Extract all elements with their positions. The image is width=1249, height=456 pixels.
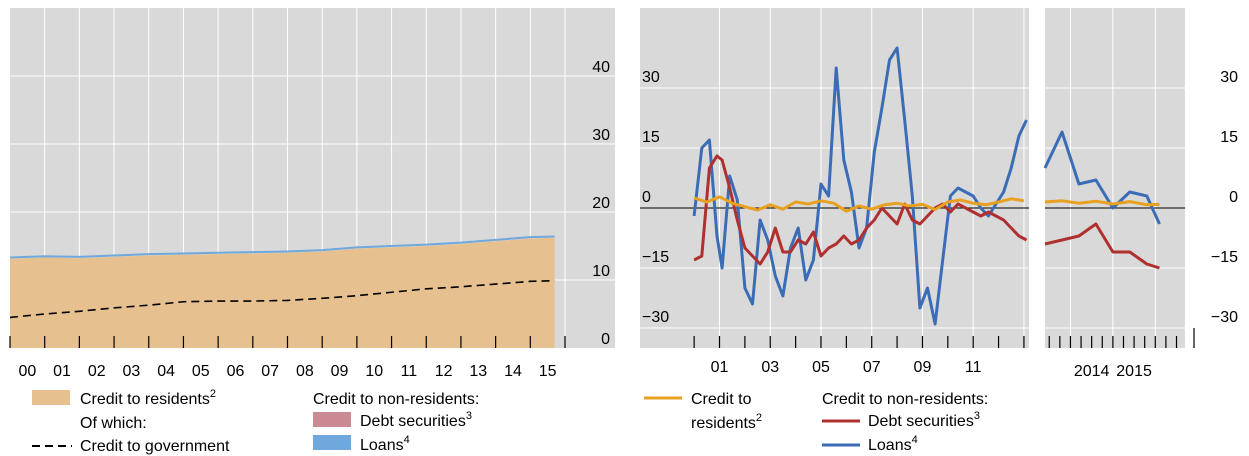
y-tick-label: 0	[642, 189, 651, 206]
y-tick-label: 15	[1220, 129, 1238, 146]
y-tick-label: 10	[592, 263, 610, 280]
x-tick-label: 11	[965, 359, 982, 376]
y-tick-label: 15	[642, 129, 660, 146]
plot-background	[640, 8, 1029, 348]
line-debt-securities	[1044, 222, 1160, 270]
line-credit-to-residents	[693, 195, 1025, 213]
legend-label-nonres-header-right: Credit to non-residents:	[822, 391, 988, 408]
legend-label-debt: Debt securities3	[360, 410, 472, 430]
x-tick-label: 02	[88, 363, 106, 380]
legend-label-residents-2: residents2	[691, 412, 762, 432]
y-tick-label: 30	[1220, 69, 1238, 86]
x-tick-label: 05	[812, 359, 830, 376]
line-loans	[1043, 130, 1161, 225]
legend-swatch-debt	[313, 412, 351, 427]
x-tick-label: 12	[435, 363, 453, 380]
y-tick-label: −30	[642, 309, 669, 326]
legend-label-nonres-header: Credit to non-residents:	[313, 391, 479, 408]
x-tick-label: 08	[296, 363, 314, 380]
x-tick-label: 03	[123, 363, 141, 380]
legend-label-loans: Loans4	[360, 434, 410, 454]
plot-background	[1045, 8, 1185, 348]
x-tick-label: 01	[53, 363, 71, 380]
legend-label-government: Credit to government	[80, 438, 230, 455]
legend-label-loans-right: Loans4	[868, 434, 918, 454]
legend-swatch-residents	[32, 390, 70, 405]
legend-label-debt-right: Debt securities3	[868, 410, 980, 430]
left-legend: Credit to residents2 Of which: Credit to…	[32, 388, 479, 455]
y-tick-label: 40	[592, 59, 610, 76]
x-tick-label: 00	[18, 363, 36, 380]
x-tick-label: 2014	[1074, 363, 1110, 380]
y-tick-label: 30	[592, 127, 610, 144]
x-tick-label: 10	[365, 363, 383, 380]
y-tick-label: −15	[642, 249, 669, 266]
x-tick-label: 2015	[1116, 363, 1152, 380]
line-credit-to-government	[9, 279, 555, 319]
x-tick-label: 14	[504, 363, 522, 380]
x-tick-label: 06	[227, 363, 245, 380]
line-credit-to-residents	[1044, 199, 1160, 207]
line-debt-securities	[693, 154, 1028, 266]
x-tick-label: 01	[711, 359, 729, 376]
legend-swatch-loans	[313, 435, 351, 450]
x-tick-label: 11	[401, 363, 418, 380]
line-loans	[692, 46, 1028, 326]
area-loans-edge	[9, 235, 555, 259]
legend-label-of-which: Of which:	[80, 415, 147, 432]
y-tick-label: 0	[1229, 189, 1238, 206]
area-credit-to-residents	[10, 237, 555, 348]
right-legend: Credit to residents2 Credit to non-resid…	[644, 391, 988, 454]
y-tick-label: 0	[601, 331, 610, 348]
x-tick-label: 07	[261, 363, 279, 380]
y-tick-label: −30	[1211, 309, 1238, 326]
x-tick-label: 13	[469, 363, 487, 380]
legend-label-residents: Credit to residents2	[80, 388, 216, 408]
legend-label-residents-1: Credit to	[691, 391, 752, 408]
middle-panel: 30 15 0 −15 −30 01 03 05 07 09 11	[640, 8, 1029, 376]
x-tick-label: 05	[192, 363, 210, 380]
x-tick-label: 07	[863, 359, 881, 376]
x-tick-label: 09	[914, 359, 932, 376]
y-tick-label: 30	[642, 69, 660, 86]
x-tick-label: 09	[331, 363, 349, 380]
x-tick-label: 15	[539, 363, 557, 380]
y-tick-label: −15	[1211, 249, 1238, 266]
x-tick-label: 03	[761, 359, 779, 376]
right-panel: 30 15 0 −15 −30 2014 2015	[1043, 8, 1238, 380]
left-panel: 0 10 20 30 40 00 01 02 03 04 05 06 07 08 09 10 11 12 13 14 1…	[9, 8, 615, 380]
x-tick-label: 04	[157, 363, 175, 380]
y-tick-label: 20	[592, 195, 610, 212]
